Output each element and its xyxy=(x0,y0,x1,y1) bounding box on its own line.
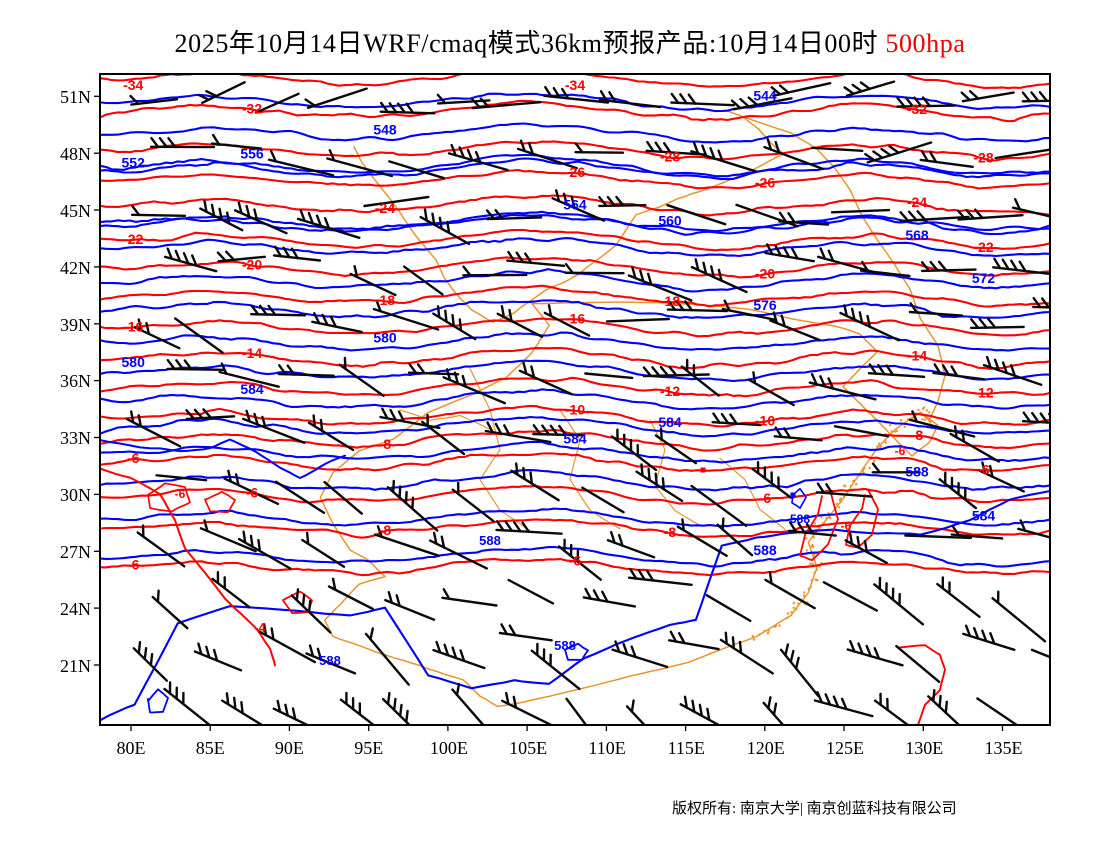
svg-text:-28: -28 xyxy=(973,150,993,166)
svg-text:-16: -16 xyxy=(565,310,585,326)
svg-text:588: 588 xyxy=(554,638,576,653)
svg-text:-22: -22 xyxy=(973,239,993,255)
svg-text:-12: -12 xyxy=(660,383,680,399)
svg-text:572: 572 xyxy=(972,270,996,286)
svg-text:-6: -6 xyxy=(977,462,990,478)
svg-text:-8: -8 xyxy=(911,427,924,443)
svg-text:576: 576 xyxy=(753,297,777,313)
svg-text:548: 548 xyxy=(373,121,397,137)
svg-text:584: 584 xyxy=(563,430,587,446)
svg-text:-6: -6 xyxy=(246,484,259,500)
svg-text:-34: -34 xyxy=(123,77,143,93)
svg-text:588: 588 xyxy=(319,653,341,668)
svg-text:-24: -24 xyxy=(907,194,927,210)
svg-text:-6: -6 xyxy=(569,552,582,568)
svg-text:-34: -34 xyxy=(565,77,585,93)
svg-text:588: 588 xyxy=(790,512,810,526)
svg-text:568: 568 xyxy=(905,227,929,243)
svg-text:-28: -28 xyxy=(660,149,680,165)
svg-text:-32: -32 xyxy=(907,101,927,117)
svg-text:-6: -6 xyxy=(127,450,140,466)
svg-text:552: 552 xyxy=(122,154,146,170)
svg-text:584: 584 xyxy=(240,381,264,397)
svg-text:544: 544 xyxy=(753,88,777,104)
svg-text:588: 588 xyxy=(753,542,777,558)
svg-text:-16: -16 xyxy=(123,319,143,335)
svg-text:-8: -8 xyxy=(379,436,392,452)
svg-text:-22: -22 xyxy=(123,231,143,247)
svg-text:-18: -18 xyxy=(660,293,680,309)
svg-text:-8: -8 xyxy=(379,522,392,538)
svg-text:-6: -6 xyxy=(895,444,906,458)
svg-text:-32: -32 xyxy=(242,101,262,117)
svg-text:-14: -14 xyxy=(242,345,262,361)
svg-text:564: 564 xyxy=(563,197,587,213)
svg-text:560: 560 xyxy=(658,213,682,229)
svg-text:-26: -26 xyxy=(755,175,775,191)
svg-text:-6: -6 xyxy=(841,519,852,533)
svg-text:-6: -6 xyxy=(127,557,140,573)
svg-text:-20: -20 xyxy=(242,257,262,273)
svg-text:-10: -10 xyxy=(565,402,585,418)
svg-text:-20: -20 xyxy=(755,265,775,281)
svg-text:-6: -6 xyxy=(175,487,186,501)
svg-text:584: 584 xyxy=(658,414,682,430)
svg-text:-18: -18 xyxy=(375,292,395,308)
svg-text:584: 584 xyxy=(972,508,996,524)
svg-text:-4: -4 xyxy=(254,620,266,635)
svg-text:-14: -14 xyxy=(907,347,927,363)
svg-text:556: 556 xyxy=(240,145,264,161)
svg-text:-10: -10 xyxy=(755,413,775,429)
svg-text:580: 580 xyxy=(373,330,397,346)
svg-text:588: 588 xyxy=(905,463,929,479)
svg-text:580: 580 xyxy=(122,354,146,370)
svg-text:-8: -8 xyxy=(664,524,677,540)
svg-text:588: 588 xyxy=(479,533,501,548)
svg-text:-6: -6 xyxy=(759,490,772,506)
svg-text:-12: -12 xyxy=(973,385,993,401)
svg-text:-26: -26 xyxy=(565,164,585,180)
svg-text:-24: -24 xyxy=(375,200,395,216)
